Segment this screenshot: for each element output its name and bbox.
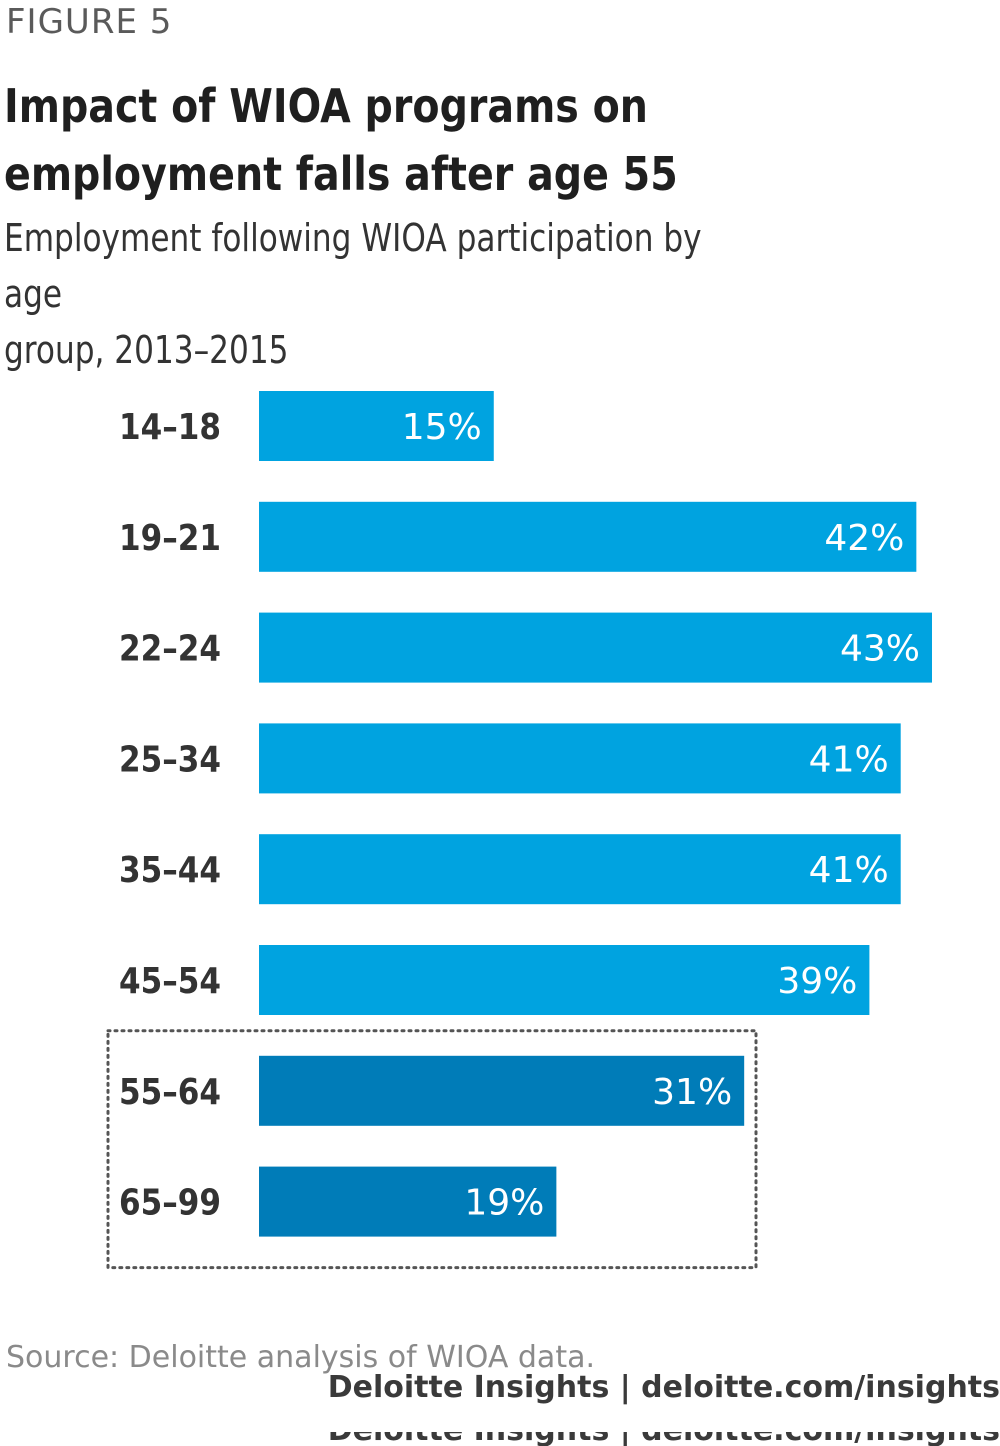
footer-branding: Deloitte Insights | deloitte.com/insight… [327, 1370, 1000, 1405]
bar-group: 45–54 39% [119, 945, 870, 1015]
bar-group: 65–99 19% [119, 1166, 557, 1237]
value-label: 43% [840, 629, 920, 670]
bar-chart: 14–18 15% 19–21 42% 22–24 43% 25–34 41% 35–44 41%… [106, 391, 932, 1270]
category-label: 55–64 [119, 1072, 221, 1113]
category-label: 35–44 [119, 850, 221, 891]
bar [259, 723, 901, 794]
category-label: 14–18 [119, 407, 221, 448]
value-label: 41% [809, 739, 889, 780]
bar [259, 501, 917, 572]
value-label: 39% [777, 961, 857, 1002]
bar-group: 25–34 41% [119, 723, 901, 794]
footer-branding-ghost: Deloitte Insights | deloitte.com/insight… [328, 1432, 1000, 1446]
category-label: 65–99 [119, 1183, 221, 1224]
bar [259, 834, 901, 905]
category-label: 45–54 [119, 961, 221, 1002]
value-label: 31% [652, 1072, 732, 1113]
category-label: 22–24 [119, 629, 221, 670]
bar [259, 391, 494, 461]
chart-title-line-1: Impact of WIOA programs on [4, 79, 648, 133]
highlight-box [106, 1029, 758, 1270]
chart-title-line-2: employment falls after age 55 [4, 147, 678, 201]
chart-subtitle-line-1: Employment following WIOA participation … [4, 216, 702, 316]
bar-group: 35–44 41% [119, 834, 901, 905]
bar-group: 55–64 31% [119, 1055, 745, 1126]
figure-label: FIGURE 5 [6, 2, 173, 42]
source-note: Source: Deloitte analysis of WIOA data. [6, 1340, 595, 1375]
bar [259, 612, 932, 683]
chart-subtitle: Employment following WIOA participation … [4, 210, 758, 378]
bar [259, 945, 870, 1015]
category-label: 25–34 [119, 739, 221, 780]
bar [259, 1055, 745, 1126]
bar-group: 19–21 42% [119, 501, 917, 572]
value-label: 19% [464, 1183, 544, 1224]
chart-subtitle-line-2: group, 2013–2015 [4, 328, 289, 372]
chart-title: Impact of WIOA programs on employment fa… [4, 72, 778, 208]
value-label: 42% [824, 518, 904, 559]
value-label: 15% [402, 407, 482, 448]
bar [259, 1166, 557, 1237]
bar-group: 22–24 43% [119, 612, 932, 683]
category-label: 19–21 [119, 518, 221, 559]
bar-group: 14–18 15% [119, 391, 494, 461]
value-label: 41% [809, 850, 889, 891]
